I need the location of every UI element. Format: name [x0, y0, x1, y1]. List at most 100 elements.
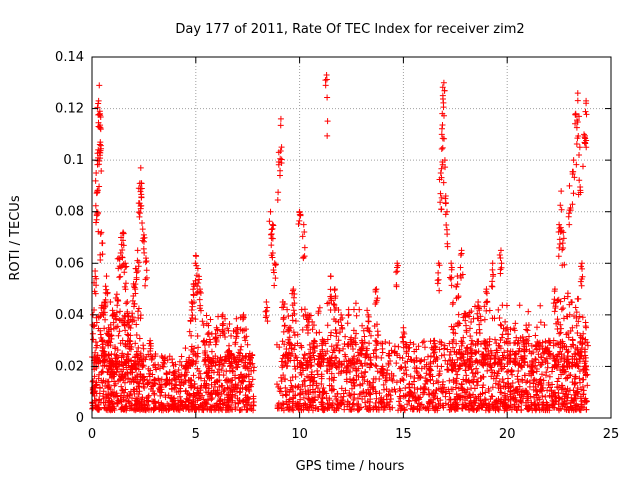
- data-point: [479, 384, 486, 391]
- data-point: [122, 264, 129, 271]
- data-point: [356, 406, 363, 413]
- data-point: [393, 269, 400, 276]
- data-point: [433, 377, 440, 384]
- data-point: [189, 312, 196, 319]
- data-point: [436, 287, 443, 294]
- data-point: [364, 307, 371, 314]
- data-point: [296, 217, 303, 224]
- data-point: [357, 381, 364, 388]
- data-point: [524, 327, 531, 334]
- data-point: [421, 363, 428, 370]
- data-point: [309, 397, 316, 404]
- data-point: [539, 371, 546, 378]
- data-point: [229, 389, 236, 396]
- data-point: [457, 264, 464, 271]
- data-point: [388, 370, 395, 377]
- data-point: [308, 371, 315, 378]
- data-point: [99, 393, 106, 400]
- data-point: [541, 322, 548, 329]
- data-point: [125, 398, 132, 405]
- data-point: [278, 378, 285, 385]
- data-point: [355, 373, 362, 380]
- data-point: [286, 327, 293, 334]
- data-point: [489, 266, 496, 273]
- data-point: [350, 400, 357, 407]
- data-point: [212, 379, 219, 386]
- data-point: [287, 377, 294, 384]
- data-point: [320, 407, 327, 414]
- data-point: [523, 391, 530, 398]
- data-point: [409, 381, 416, 388]
- data-point: [221, 387, 228, 394]
- data-point: [114, 400, 121, 407]
- data-point: [396, 365, 403, 372]
- data-point: [495, 395, 502, 402]
- data-point: [484, 367, 491, 374]
- data-point: [393, 379, 400, 386]
- data-point: [123, 300, 130, 307]
- data-point: [492, 352, 499, 359]
- data-point: [177, 385, 184, 392]
- data-point: [118, 398, 125, 405]
- data-point: [562, 386, 569, 393]
- data-point: [128, 402, 135, 409]
- data-point: [238, 406, 245, 413]
- data-point: [458, 250, 465, 257]
- data-point: [573, 309, 580, 316]
- data-point: [443, 222, 450, 229]
- data-point: [138, 193, 145, 200]
- data-point: [90, 336, 97, 343]
- data-point: [285, 404, 291, 411]
- data-point: [175, 366, 182, 373]
- data-point: [286, 396, 293, 403]
- data-point: [200, 338, 207, 345]
- data-point: [366, 382, 373, 389]
- data-point: [515, 348, 522, 355]
- data-point: [290, 407, 297, 414]
- data-point: [170, 362, 177, 369]
- data-point: [282, 391, 289, 398]
- data-point: [575, 363, 582, 370]
- data-point: [238, 343, 245, 350]
- data-point: [497, 321, 504, 328]
- data-point: [366, 390, 373, 397]
- data-point: [279, 400, 286, 407]
- data-point: [582, 108, 589, 115]
- data-point: [287, 386, 294, 393]
- data-point: [228, 383, 235, 390]
- data-point: [176, 393, 183, 400]
- data-point: [205, 385, 212, 392]
- data-point: [571, 381, 578, 388]
- data-point: [122, 280, 129, 287]
- data-point: [442, 199, 449, 206]
- data-point: [367, 332, 374, 339]
- data-point: [225, 407, 232, 414]
- data-point: [449, 301, 456, 308]
- data-point: [212, 341, 219, 348]
- data-point: [189, 300, 196, 307]
- data-point: [104, 378, 111, 385]
- data-point: [554, 316, 561, 323]
- data-point: [546, 373, 553, 380]
- data-point: [92, 268, 99, 275]
- data-point: [102, 383, 109, 390]
- data-point: [344, 320, 351, 327]
- data-point: [417, 358, 424, 365]
- data-point: [274, 381, 281, 388]
- data-point: [273, 341, 280, 348]
- data-point: [311, 374, 318, 381]
- chart-title: Day 177 of 2011, Rate Of TEC Index for r…: [175, 22, 524, 37]
- data-point: [269, 225, 276, 232]
- data-point: [416, 407, 423, 414]
- data-point: [278, 358, 285, 365]
- data-point: [335, 370, 342, 377]
- data-point: [298, 371, 305, 378]
- data-point: [448, 260, 455, 267]
- data-point: [391, 348, 398, 355]
- data-point: [313, 329, 320, 336]
- data-point: [176, 407, 183, 414]
- data-point: [383, 377, 390, 384]
- data-point: [482, 397, 489, 404]
- data-point: [483, 290, 490, 297]
- data-point: [130, 386, 137, 393]
